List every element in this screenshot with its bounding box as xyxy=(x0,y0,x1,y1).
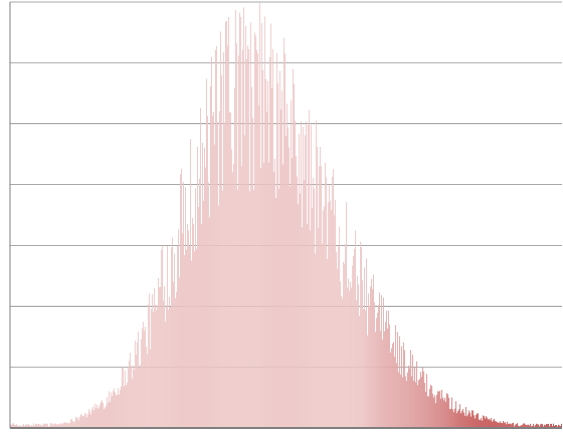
histogram-bars xyxy=(10,2,562,428)
axes xyxy=(9,2,562,429)
